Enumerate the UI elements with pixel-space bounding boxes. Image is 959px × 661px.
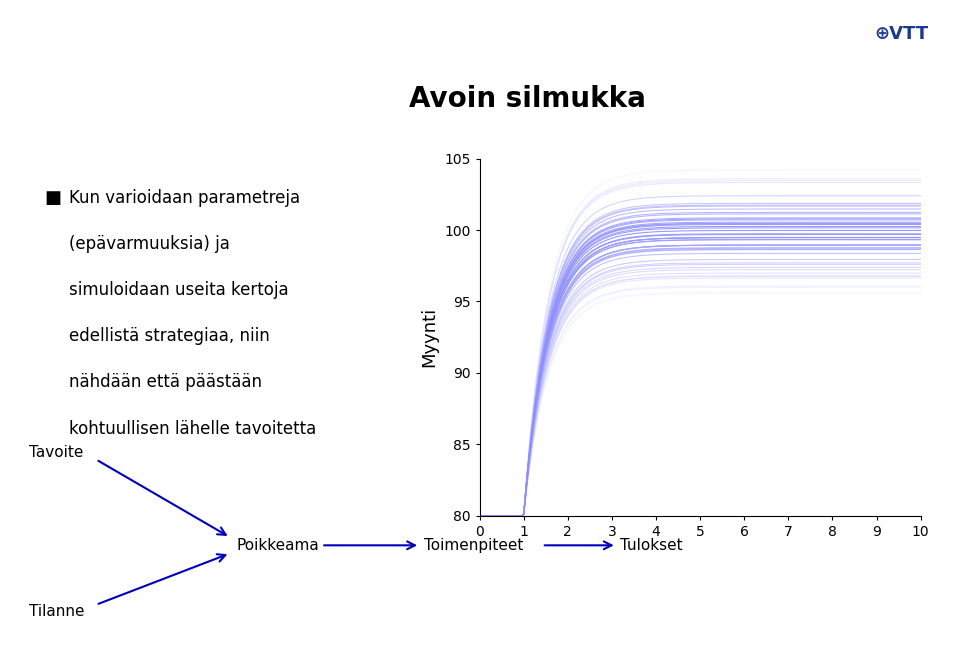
Text: edellistä strategiaa, niin: edellistä strategiaa, niin — [69, 327, 269, 345]
Text: Tavoite: Tavoite — [29, 446, 83, 460]
Text: Toimenpiteet: Toimenpiteet — [424, 538, 524, 553]
Text: ■: ■ — [44, 189, 61, 207]
Y-axis label: Myynti: Myynti — [421, 307, 438, 368]
Text: simuloidaan useita kertoja: simuloidaan useita kertoja — [69, 282, 289, 299]
Text: (epävarmuuksia) ja: (epävarmuuksia) ja — [69, 235, 229, 253]
Text: Avoin silmukka: Avoin silmukka — [409, 85, 646, 113]
Text: Kun varioidaan parametreja: Kun varioidaan parametreja — [69, 189, 300, 207]
Text: 20: 20 — [801, 23, 816, 36]
Text: ⊕VTT: ⊕VTT — [875, 25, 928, 43]
Text: Tulokset: Tulokset — [620, 538, 683, 553]
Text: nähdään että päästään: nähdään että päästään — [69, 373, 262, 391]
Text: kohtuullisen lähelle tavoitetta: kohtuullisen lähelle tavoitetta — [69, 420, 316, 438]
Text: 12.5.2014: 12.5.2014 — [724, 23, 784, 36]
Text: Poikkeama: Poikkeama — [237, 538, 319, 553]
Text: Tilanne: Tilanne — [29, 604, 84, 619]
